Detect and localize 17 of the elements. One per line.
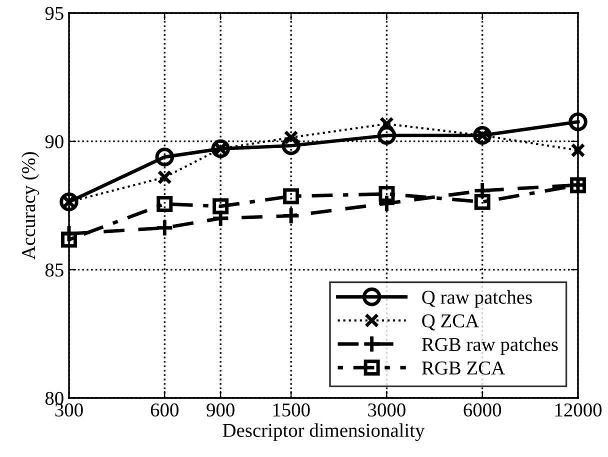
legend-label: Q ZCA: [422, 314, 480, 330]
y-tick-label: 95: [45, 6, 64, 20]
x-tick-label: 600: [150, 403, 178, 417]
y-tick-label: 90: [45, 135, 64, 148]
x-tick-label: 6000: [464, 403, 502, 417]
y-tick-label: 80: [45, 392, 64, 405]
legend-label: Q raw patches: [422, 290, 532, 308]
x-tick-label: 900: [206, 403, 234, 417]
x-axis-title: Descriptor dimensionality: [222, 423, 425, 441]
legend-label: RGB ZCA: [422, 362, 505, 375]
legend-label: RGB raw patches: [422, 337, 558, 355]
y-tick-label: 85: [45, 263, 64, 277]
y-axis-title: Accuracy (%): [21, 152, 40, 260]
x-tick-label: 300: [55, 403, 83, 417]
x-tick-label: 1500: [273, 403, 310, 417]
x-tick-label: 12000: [555, 403, 602, 417]
x-tick-label: 3000: [368, 403, 406, 417]
